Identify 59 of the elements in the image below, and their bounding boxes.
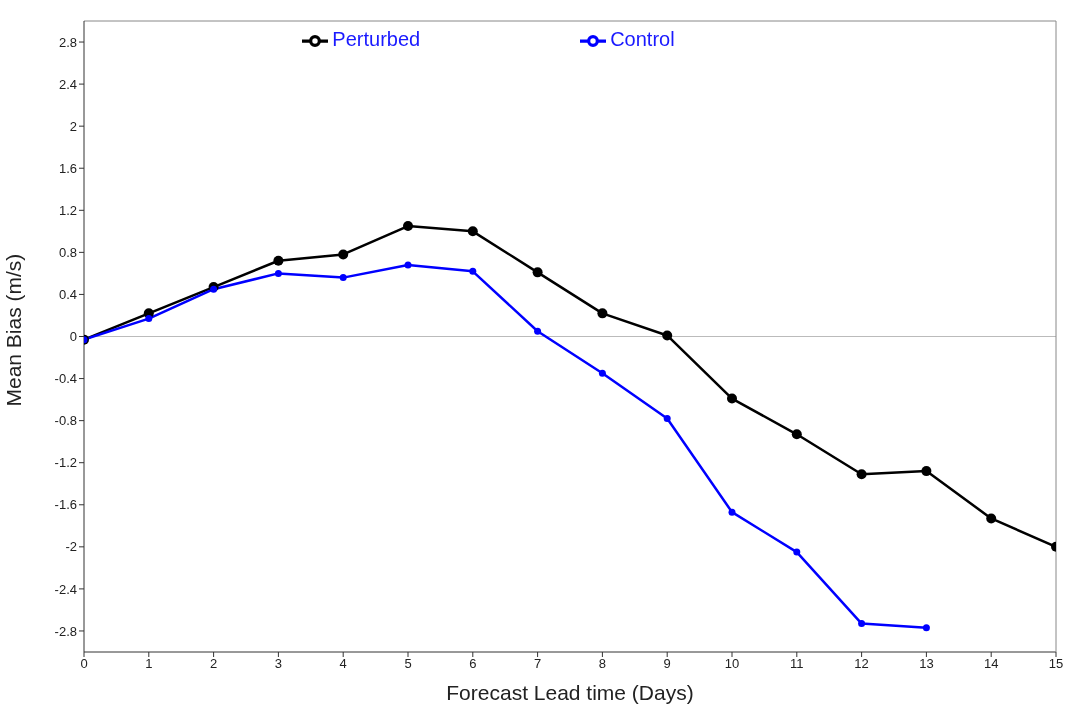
point xyxy=(986,513,997,524)
point xyxy=(793,548,801,556)
x-tick-label: 5 xyxy=(404,656,412,672)
y-tick-label: 2.8 xyxy=(58,34,77,50)
x-tick-label: 4 xyxy=(339,656,347,672)
x-tick-label: 6 xyxy=(469,656,477,672)
y-tick-label: 2 xyxy=(69,118,77,134)
x-tick-label: 10 xyxy=(724,656,740,672)
y-tick-label: -1.6 xyxy=(54,497,77,513)
y-tick-label: -0.4 xyxy=(54,371,77,387)
y-tick-label: 1.2 xyxy=(58,202,77,218)
x-axis-title: Forecast Lead time (Days) xyxy=(446,681,694,704)
y-tick-label: 0.8 xyxy=(58,244,77,260)
point xyxy=(534,327,542,335)
point xyxy=(338,249,349,260)
point xyxy=(858,620,866,628)
x-tick-label: 9 xyxy=(663,656,671,672)
y-tick-label: -0.8 xyxy=(54,413,77,429)
point xyxy=(856,469,867,480)
y-tick-label: 2.4 xyxy=(58,76,77,92)
y-tick-label: -2.4 xyxy=(54,581,77,597)
y-tick-label: -2 xyxy=(65,539,77,555)
x-tick-label: 7 xyxy=(533,656,542,672)
point xyxy=(403,221,413,232)
x-tick-label: 12 xyxy=(854,656,869,672)
point xyxy=(467,226,478,237)
x-tick-label: 1 xyxy=(145,656,153,672)
y-axis-title: Mean Bias (m/s) xyxy=(2,253,26,407)
point xyxy=(921,466,932,477)
x-tick-label: 2 xyxy=(209,656,218,672)
legend-label: Control xyxy=(610,28,675,51)
x-tick-label: 15 xyxy=(1048,656,1064,672)
y-tick-label: 1.6 xyxy=(58,160,77,176)
y-tick-label: -1.2 xyxy=(54,455,77,471)
y-tick-label: 0 xyxy=(69,329,77,345)
point xyxy=(791,429,802,440)
x-tick-label: 8 xyxy=(598,656,607,672)
x-tick-label: 13 xyxy=(919,656,934,672)
point xyxy=(597,308,608,319)
point xyxy=(728,508,736,516)
y-tick-label: 0.4 xyxy=(58,287,77,303)
point xyxy=(727,393,737,404)
legend-label: Perturbed xyxy=(332,28,421,51)
point xyxy=(274,269,282,277)
point xyxy=(273,255,284,266)
point xyxy=(598,369,606,377)
x-tick-label: 3 xyxy=(274,656,283,672)
x-tick-label: 14 xyxy=(983,656,999,672)
point xyxy=(145,315,153,323)
point xyxy=(922,624,930,632)
point xyxy=(469,267,477,275)
point xyxy=(339,274,347,282)
point xyxy=(662,330,673,341)
point xyxy=(663,415,671,423)
point xyxy=(532,267,543,278)
y-tick-label: -2.8 xyxy=(54,623,77,639)
point xyxy=(404,261,412,269)
x-tick-label: 0 xyxy=(80,656,88,672)
x-tick-label: 11 xyxy=(790,656,804,672)
